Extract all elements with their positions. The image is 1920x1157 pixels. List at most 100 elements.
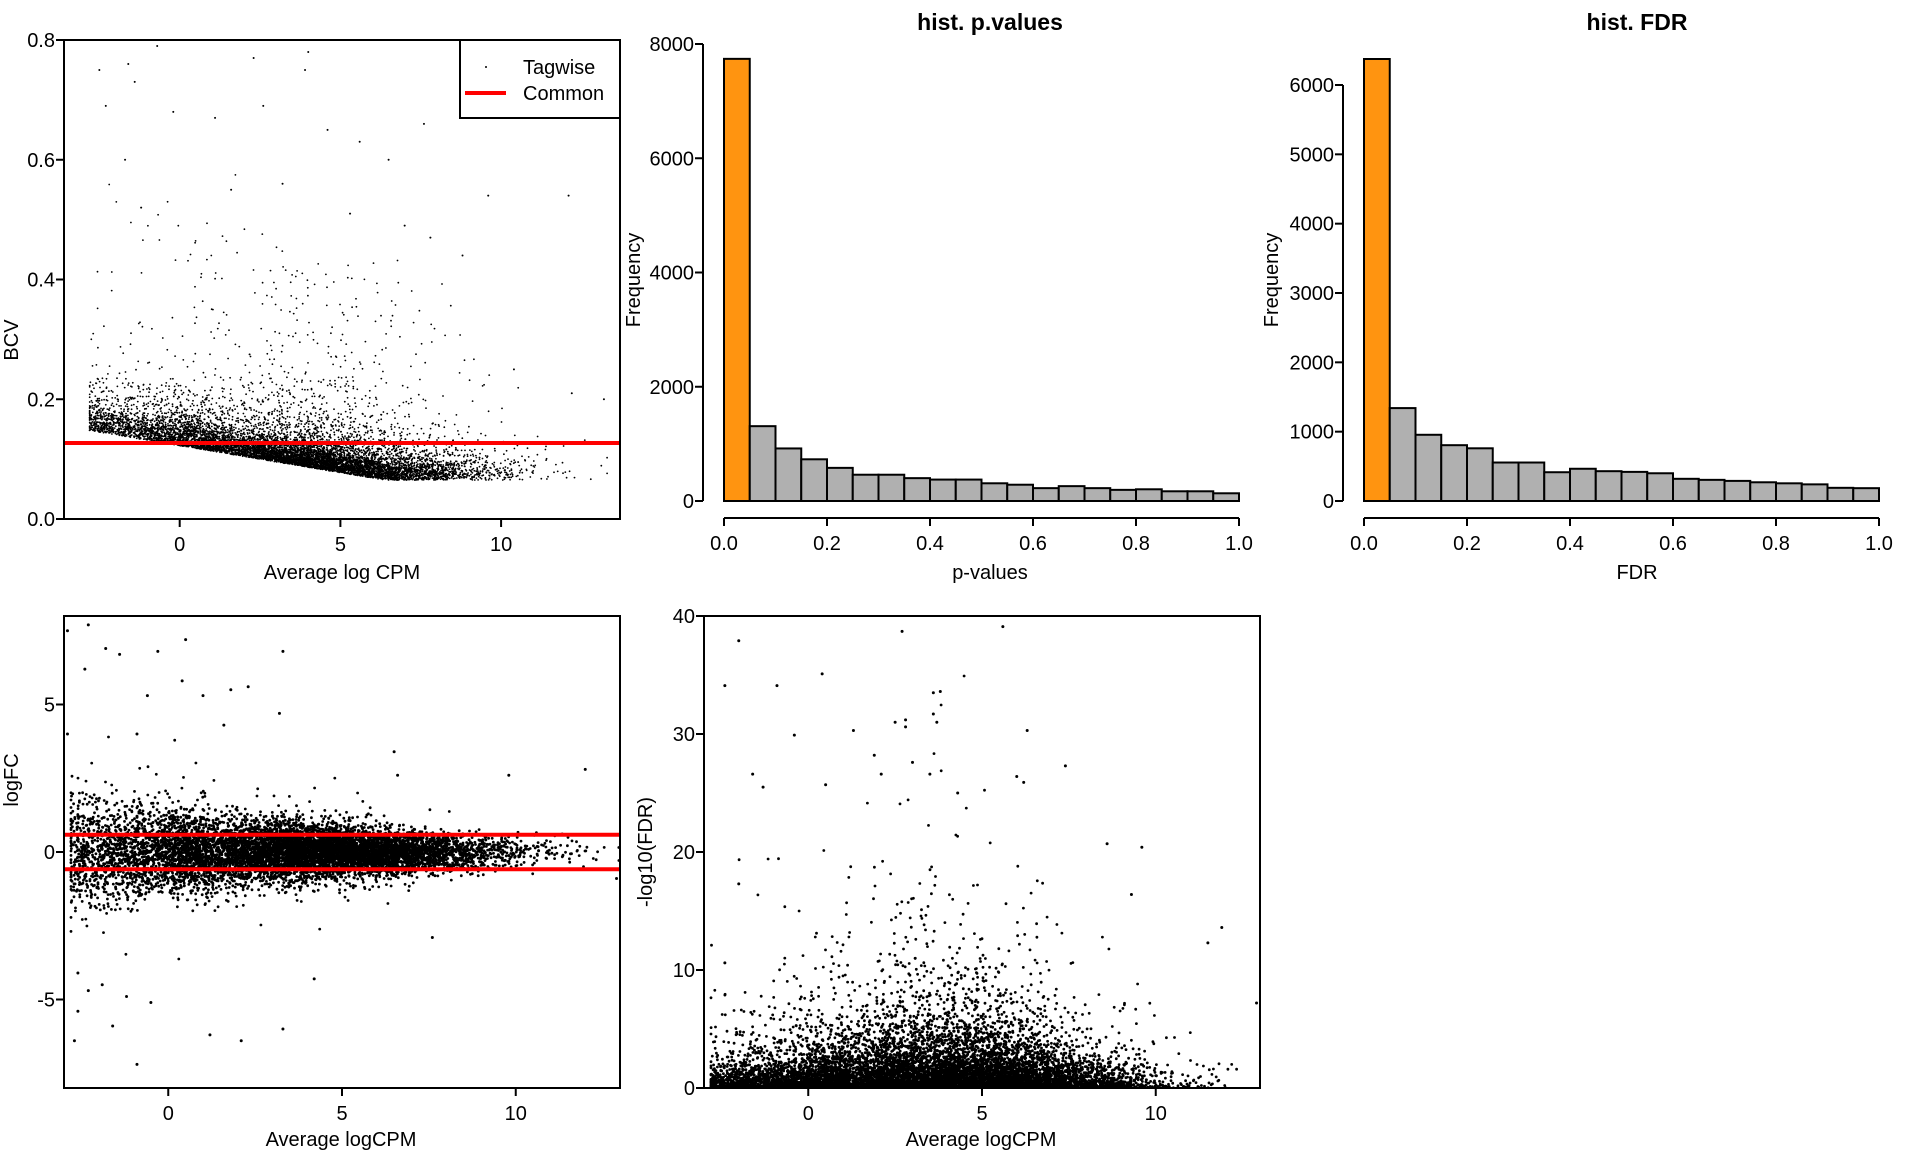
data-point <box>247 425 249 428</box>
data-point <box>158 422 161 425</box>
data-point <box>507 476 510 479</box>
data-point <box>441 283 443 285</box>
data-point <box>405 400 408 403</box>
data-point <box>137 417 140 420</box>
data-point <box>303 413 306 416</box>
data-point <box>357 447 360 450</box>
data-point <box>193 379 196 382</box>
data-point <box>291 366 294 369</box>
data-point <box>333 431 336 434</box>
data-point <box>443 449 445 451</box>
data-point <box>475 477 478 479</box>
data-point <box>271 410 274 413</box>
data-point <box>346 319 349 322</box>
data-point <box>119 425 122 427</box>
data-point <box>500 421 503 423</box>
data-point <box>352 450 354 452</box>
data-point <box>562 445 565 447</box>
data-point <box>364 431 367 434</box>
data-point <box>161 390 164 393</box>
data-point <box>380 377 383 380</box>
data-point <box>147 412 149 415</box>
data-point <box>108 183 111 186</box>
data-point <box>475 454 477 457</box>
data-point <box>221 387 224 390</box>
data-point <box>472 461 475 464</box>
data-point <box>351 408 354 411</box>
data-point <box>362 424 365 427</box>
data-point <box>195 316 198 319</box>
data-point <box>271 391 273 394</box>
data-point <box>398 405 401 407</box>
data-point <box>345 390 347 392</box>
data-point <box>331 326 333 329</box>
data-point <box>428 435 431 437</box>
data-point <box>117 400 119 403</box>
data-point <box>286 424 288 426</box>
data-point <box>422 432 425 435</box>
data-point <box>242 404 245 407</box>
data-point <box>390 319 392 322</box>
data-point <box>193 414 196 416</box>
data-point <box>332 363 334 366</box>
data-point <box>157 404 160 407</box>
data-point <box>189 405 192 408</box>
data-point <box>296 270 298 272</box>
data-point <box>105 412 107 414</box>
data-point <box>437 423 440 426</box>
data-point <box>463 465 466 467</box>
data-point <box>406 386 409 389</box>
data-point <box>281 384 283 387</box>
data-point <box>242 419 245 422</box>
data-point <box>308 428 311 431</box>
data-point <box>275 419 278 421</box>
data-point <box>376 403 378 406</box>
data-point <box>143 402 145 405</box>
data-point <box>380 448 383 451</box>
data-point <box>110 289 113 292</box>
data-point <box>556 470 559 473</box>
data-point <box>137 322 140 325</box>
data-point <box>234 423 237 426</box>
data-point <box>354 402 357 404</box>
data-point <box>316 429 318 432</box>
data-point <box>400 448 403 451</box>
data-point <box>110 404 113 407</box>
data-point <box>413 446 416 448</box>
data-point <box>231 418 234 421</box>
data-point <box>371 447 374 450</box>
data-point <box>237 421 240 424</box>
data-point <box>114 432 117 435</box>
data-point <box>136 415 139 418</box>
data-point <box>187 259 189 262</box>
data-point <box>177 224 180 227</box>
data-point <box>379 433 382 436</box>
data-point <box>177 384 180 387</box>
data-point <box>445 464 447 467</box>
data-point <box>396 452 399 455</box>
data-point <box>222 424 225 427</box>
data-point <box>96 399 99 402</box>
data-point <box>412 424 415 427</box>
data-point <box>387 435 389 438</box>
data-point <box>208 399 210 402</box>
data-point <box>340 439 343 441</box>
data-point <box>473 479 476 481</box>
data-point <box>286 376 288 379</box>
data-point <box>294 275 297 278</box>
data-point <box>298 341 301 344</box>
data-point <box>397 446 400 448</box>
data-point <box>341 433 343 436</box>
data-point <box>508 476 511 479</box>
data-point <box>147 429 150 432</box>
data-point <box>412 321 415 324</box>
data-point <box>169 416 172 419</box>
data-point <box>443 426 446 429</box>
data-point <box>236 405 239 408</box>
data-point <box>434 464 437 467</box>
data-point <box>393 434 395 436</box>
data-point <box>352 387 355 390</box>
data-point <box>342 426 345 428</box>
data-point <box>323 426 326 429</box>
data-point <box>351 306 353 309</box>
